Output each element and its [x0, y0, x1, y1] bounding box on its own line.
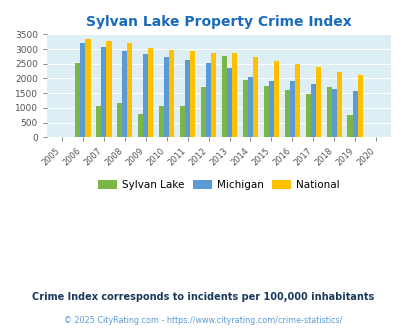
Bar — [169, 50, 174, 137]
Bar — [247, 77, 252, 137]
Legend: Sylvan Lake, Michigan, National: Sylvan Lake, Michigan, National — [94, 176, 343, 194]
Bar — [221, 56, 226, 137]
Bar — [268, 82, 273, 137]
Bar — [96, 106, 101, 137]
Bar — [232, 53, 237, 137]
Bar — [205, 63, 211, 137]
Bar — [331, 89, 336, 137]
Bar — [122, 51, 127, 137]
Bar — [273, 60, 279, 137]
Text: © 2025 CityRating.com - https://www.cityrating.com/crime-statistics/: © 2025 CityRating.com - https://www.city… — [64, 315, 341, 325]
Bar — [352, 91, 357, 137]
Bar — [184, 60, 190, 137]
Bar — [211, 53, 216, 137]
Bar — [179, 106, 184, 137]
Bar — [137, 114, 143, 137]
Bar — [101, 47, 106, 137]
Text: Crime Index corresponds to incidents per 100,000 inhabitants: Crime Index corresponds to incidents per… — [32, 292, 373, 302]
Bar — [315, 67, 320, 137]
Bar — [226, 68, 232, 137]
Bar — [294, 64, 300, 137]
Bar — [85, 39, 90, 137]
Bar — [127, 43, 132, 137]
Bar — [106, 41, 111, 137]
Bar — [263, 86, 268, 137]
Bar — [200, 87, 205, 137]
Bar — [164, 57, 169, 137]
Bar — [310, 84, 315, 137]
Bar — [117, 104, 122, 137]
Bar — [347, 115, 352, 137]
Bar — [284, 90, 289, 137]
Bar — [242, 80, 247, 137]
Bar — [336, 72, 341, 137]
Bar — [143, 54, 148, 137]
Bar — [326, 87, 331, 137]
Bar — [357, 75, 362, 137]
Bar — [289, 81, 294, 137]
Bar — [158, 106, 164, 137]
Title: Sylvan Lake Property Crime Index: Sylvan Lake Property Crime Index — [86, 15, 351, 29]
Bar — [75, 63, 80, 137]
Bar — [190, 51, 195, 137]
Bar — [305, 94, 310, 137]
Bar — [148, 48, 153, 137]
Bar — [80, 43, 85, 137]
Bar — [252, 57, 258, 137]
